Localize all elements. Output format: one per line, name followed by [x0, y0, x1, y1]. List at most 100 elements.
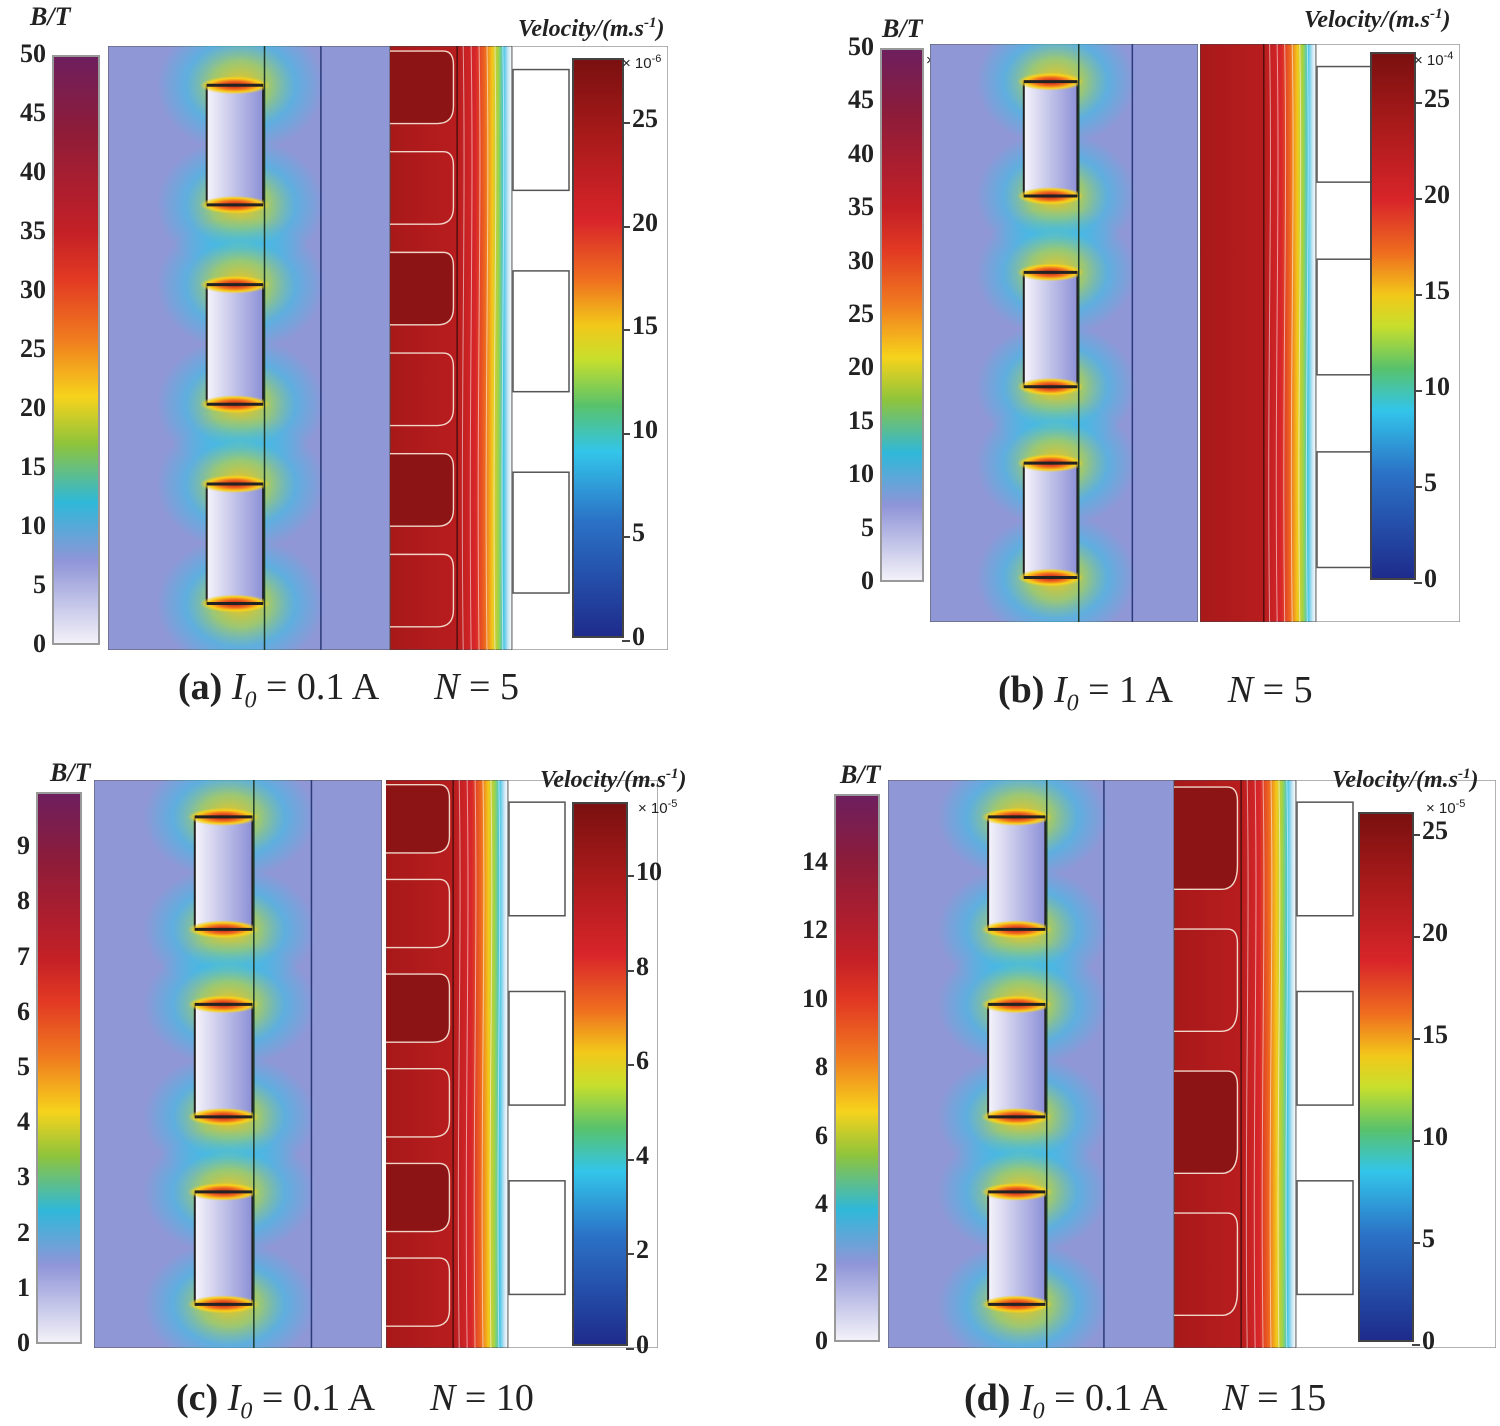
- caption-current-subscript: 0: [240, 1398, 253, 1425]
- bt-tick-label: 50: [20, 39, 46, 68]
- caption-letter: (b): [998, 669, 1045, 711]
- velocity-title-close: ): [1470, 767, 1479, 793]
- bt-colorbar: [880, 48, 924, 582]
- velocity-title-text: Velocity/(m.s: [518, 16, 644, 42]
- caption-current-value: 0.1 A: [1085, 1377, 1166, 1419]
- magnetic-field-plot: [888, 780, 1174, 1348]
- bt-colorbar-title: B/T: [50, 758, 91, 787]
- caption-n-symbol: N: [1222, 1377, 1248, 1419]
- bt-tick-label: 5: [33, 570, 46, 599]
- velocity-title-close: ): [678, 767, 687, 793]
- velocity-multiplier-base: × 10: [1414, 52, 1444, 69]
- velocity-multiplier: × 10-6: [622, 53, 661, 72]
- velocity-field-plot: [386, 780, 508, 1348]
- velocity-tick-mark: [626, 1064, 634, 1067]
- bt-tick-label: 30: [848, 245, 874, 275]
- velocity-tick-mark: [1414, 102, 1422, 104]
- bt-tick-label: 5: [861, 512, 874, 542]
- velocity-multiplier-exp: -6: [651, 53, 662, 65]
- velocity-tick-label: 10: [1424, 372, 1450, 401]
- velocity-colorbar-title: Velocity/(m.s-1): [1332, 766, 1478, 794]
- caption-n-value: 15: [1288, 1377, 1327, 1419]
- caption-current-symbol: I: [1019, 1377, 1033, 1419]
- velocity-tick-mark: [1412, 1038, 1420, 1041]
- caption-current-symbol: I: [231, 666, 245, 708]
- bt-tick-label: 0: [861, 566, 874, 595]
- velocity-multiplier-exp: -5: [1455, 798, 1466, 810]
- velocity-tick-label: 5: [1422, 1224, 1435, 1254]
- velocity-multiplier-base: × 10: [622, 55, 652, 72]
- velocity-multiplier-base: × 10: [638, 800, 668, 817]
- bt-tick-label: 15: [20, 452, 46, 481]
- bt-tick-label: 20: [20, 393, 46, 422]
- panel-caption: (d) I0 = 0.1 A N = 15: [964, 1377, 1327, 1425]
- caption-current-symbol: I: [1053, 669, 1067, 711]
- bt-tick-label: 30: [20, 275, 46, 304]
- velocity-tick-mark: [1414, 390, 1422, 392]
- caption-n-value: 10: [495, 1377, 534, 1419]
- velocity-title-sup: -1: [1429, 6, 1443, 22]
- bt-tick-label: 2: [17, 1217, 30, 1247]
- velocity-tick-label: 10: [1422, 1122, 1448, 1152]
- bt-tick-label: 4: [17, 1107, 30, 1137]
- bt-colorbar-title: B/T: [882, 14, 923, 43]
- caption-current-subscript: 0: [1032, 1398, 1045, 1425]
- velocity-title-close: ): [656, 16, 665, 42]
- bt-tick-label: 15: [848, 405, 874, 435]
- velocity-tick-mark: [1414, 198, 1422, 200]
- velocity-multiplier: × 10-5: [1426, 798, 1465, 817]
- velocity-title-close: ): [1442, 7, 1451, 33]
- magnetic-field-plot: [930, 44, 1198, 622]
- velocity-tick-mark: [1414, 582, 1422, 584]
- velocity-tick-mark: [622, 329, 630, 332]
- velocity-field-plot: [390, 46, 512, 650]
- bt-colorbar-title: B/T: [30, 2, 71, 31]
- bt-colorbar: [834, 794, 880, 1342]
- velocity-tick-mark: [626, 1348, 634, 1350]
- bt-tick-label: 0: [815, 1326, 828, 1355]
- velocity-title-text: Velocity/(m.s: [540, 767, 666, 793]
- caption-n-symbol: N: [1227, 669, 1254, 711]
- bt-tick-label: 25: [20, 334, 46, 363]
- bt-tick-label: 8: [815, 1052, 828, 1081]
- caption-current-subscript: 0: [244, 687, 257, 714]
- bt-tick-label: 9: [17, 831, 30, 861]
- velocity-tick-label: 25: [632, 104, 658, 134]
- velocity-tick-mark: [1412, 936, 1420, 939]
- velocity-tick-label: 0: [1424, 564, 1437, 593]
- caption-letter: (d): [964, 1377, 1011, 1419]
- velocity-tick-label: 0: [632, 622, 645, 651]
- caption-current-value: 0.1 A: [296, 666, 378, 708]
- velocity-tick-mark: [626, 969, 634, 972]
- velocity-tick-label: 15: [1424, 276, 1450, 305]
- velocity-tick-label: 20: [632, 207, 658, 237]
- velocity-colorbar: [572, 58, 630, 642]
- bt-tick-label: 45: [848, 85, 874, 115]
- caption-n-value: 5: [499, 666, 519, 708]
- velocity-title-sup: -1: [643, 15, 657, 31]
- velocity-tick-label: 5: [632, 518, 645, 548]
- caption-current-value: 1 A: [1119, 669, 1171, 711]
- velocity-tick-mark: [622, 225, 630, 228]
- bt-tick-label: 40: [20, 157, 46, 186]
- velocity-tick-label: 15: [632, 311, 658, 341]
- bt-tick-label: 2: [815, 1257, 828, 1287]
- caption-letter: (c): [176, 1377, 219, 1419]
- bt-tick-label: 10: [802, 983, 828, 1013]
- velocity-tick-label: 0: [636, 1330, 649, 1359]
- velocity-multiplier-exp: -5: [667, 798, 678, 810]
- bt-tick-label: 14: [802, 846, 828, 876]
- bt-tick-label: 7: [17, 941, 30, 971]
- bt-tick-label: 25: [848, 299, 874, 328]
- velocity-colorbar: [572, 802, 634, 1350]
- bt-tick-label: 35: [848, 192, 874, 222]
- bt-colorbar: [52, 55, 100, 645]
- velocity-colorbar: [1358, 812, 1420, 1346]
- caption-current-subscript: 0: [1066, 690, 1079, 717]
- velocity-tick-label: 15: [1422, 1020, 1448, 1050]
- bt-tick-label: 10: [20, 511, 46, 540]
- bt-tick-label: 4: [815, 1189, 828, 1218]
